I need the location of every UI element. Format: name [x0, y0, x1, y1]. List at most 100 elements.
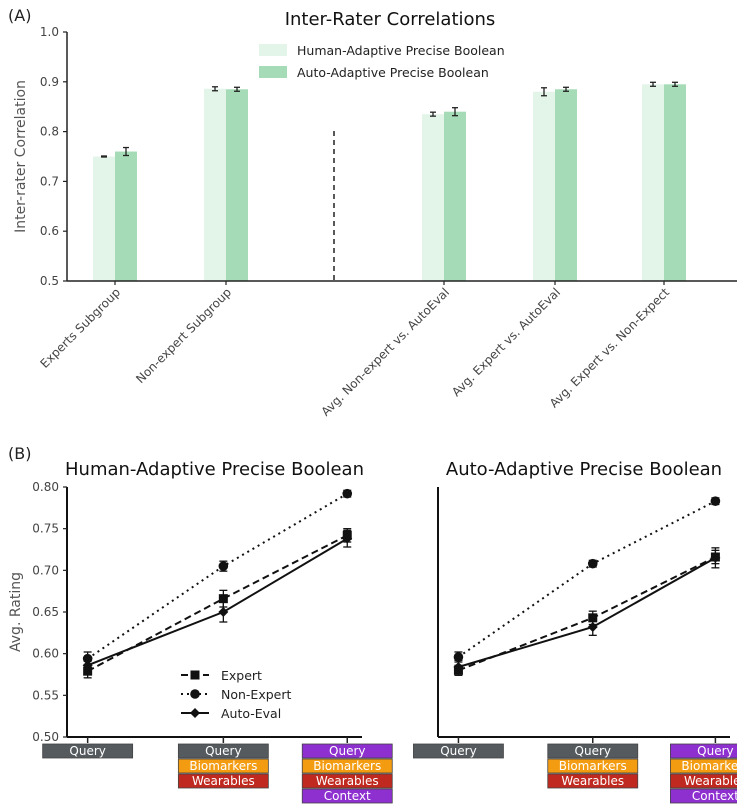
condition-box-biomarkers: Biomarkers	[177, 758, 269, 774]
condition-box-query: Query	[42, 743, 134, 759]
error-bar	[563, 86, 569, 92]
condition-rect	[301, 743, 393, 759]
condition-label: Context	[692, 789, 737, 803]
panel-a-label: (A)	[8, 6, 31, 25]
condition-label: Wearables	[192, 774, 255, 788]
series-expert	[83, 528, 352, 679]
series-line-auto-eval	[458, 556, 716, 668]
point-non-expert-2	[710, 496, 721, 506]
condition-label: Biomarkers	[313, 759, 381, 773]
condition-rect	[177, 758, 269, 774]
legend-marker	[190, 670, 200, 680]
y-axis-label: Inter-rater Correlation	[13, 80, 29, 233]
condition-box-query: Query	[670, 743, 737, 759]
condition-label: Query	[575, 744, 611, 758]
series-auto-eval	[82, 529, 353, 671]
condition-rect	[301, 788, 393, 804]
condition-rect	[42, 743, 134, 759]
condition-rect	[547, 743, 639, 759]
condition-label: Wearables	[684, 774, 737, 788]
condition-rect	[301, 773, 393, 789]
error-bar	[672, 81, 678, 87]
bar-auto-0	[115, 151, 137, 281]
y-tick-label: 0.50	[32, 730, 59, 744]
bar-chart-inter-rater: Inter-Rater Correlations Inter-rater Corr…	[13, 9, 737, 419]
point-expert-0	[83, 666, 93, 676]
chart-title: Inter-Rater Correlations	[285, 9, 496, 30]
y-tick-label: 0.9	[40, 75, 59, 89]
y-tick-label: 0.75	[32, 522, 59, 536]
point-auto-eval-0	[82, 660, 93, 671]
point-non-expert-2	[342, 488, 353, 499]
point-non-expert-0	[453, 652, 464, 662]
y-tick-label: 0.5	[40, 274, 59, 288]
legend-label: Auto-Adaptive Precise Boolean	[297, 65, 489, 80]
condition-box-query: Query	[547, 743, 639, 759]
point-auto-eval-2	[342, 533, 353, 544]
x-tick-label: Experts Subgroup	[37, 285, 123, 371]
condition-label: Query	[697, 744, 733, 758]
error-bar	[430, 111, 436, 117]
panel-b-label: (B)	[8, 444, 31, 463]
bar-auto-4	[664, 84, 686, 281]
legend-label: Human-Adaptive Precise Boolean	[297, 43, 505, 58]
condition-box-query: Query	[177, 743, 269, 759]
bar-human-1	[204, 88, 226, 281]
error-bar	[101, 155, 107, 158]
condition-label: Biomarkers	[681, 759, 737, 773]
line-chart-human-adaptive: Human-Adaptive Precise Boolean Avg. Ratin…	[8, 459, 393, 804]
point-non-expert-1	[587, 558, 598, 569]
series-line-expert	[458, 556, 716, 672]
y-tick-label: 0.7	[40, 174, 59, 188]
condition-label: Query	[69, 744, 105, 758]
error-bar	[452, 107, 458, 117]
condition-label: Biomarkers	[189, 759, 257, 773]
x-tick-label: Avg. Expert vs. Non-Expect	[547, 285, 673, 411]
bar-human-2	[422, 114, 444, 281]
y-axis-label: Avg. Rating	[8, 572, 24, 652]
bar-auto-2	[444, 111, 466, 282]
series-non-expert	[82, 488, 353, 666]
condition-box-query: Query	[301, 743, 393, 759]
y-tick-label: 1.0	[40, 25, 59, 39]
bar-human-4	[642, 84, 664, 281]
x-tick-label: Non-expert Subgroup	[133, 285, 234, 386]
condition-box-wearables: Wearables	[547, 773, 639, 789]
error-bar	[212, 86, 218, 92]
y-tick-label: 0.6	[40, 224, 59, 238]
y-tick-label: 0.65	[32, 605, 59, 619]
condition-box-wearables: Wearables	[670, 773, 737, 789]
condition-rect	[177, 773, 269, 789]
y-tick-label: 0.8	[40, 125, 59, 139]
y-tick-label: 0.70	[32, 563, 59, 577]
point-auto-eval-2	[710, 552, 721, 563]
condition-box-biomarkers: Biomarkers	[547, 758, 639, 774]
condition-rect	[670, 788, 737, 804]
condition-label: Query	[329, 744, 365, 758]
condition-rect	[670, 743, 737, 759]
condition-rect	[301, 758, 393, 774]
condition-rect	[670, 773, 737, 789]
point-non-expert-1	[218, 561, 229, 571]
condition-rect	[413, 743, 504, 759]
legend-swatch	[259, 66, 287, 78]
point-expert-1	[588, 613, 598, 623]
legend-marker	[190, 708, 200, 718]
series-non-expert	[453, 496, 721, 663]
bar-auto-3	[555, 89, 577, 282]
point-expert-1	[218, 594, 228, 604]
y-tick-label: 0.55	[32, 688, 59, 702]
error-bar	[650, 81, 656, 87]
point-auto-eval-0	[453, 662, 464, 672]
condition-rect	[547, 773, 639, 789]
legend-label: Non-Expert	[221, 687, 291, 702]
point-auto-eval-1	[587, 622, 598, 632]
series-line-expert	[87, 534, 348, 673]
y-tick-label: 0.60	[32, 647, 59, 661]
legend-label: Auto-Eval	[221, 706, 281, 721]
condition-rect	[177, 743, 269, 759]
condition-label: Query	[205, 744, 241, 758]
error-bar	[234, 86, 240, 92]
error-bar	[123, 146, 129, 157]
